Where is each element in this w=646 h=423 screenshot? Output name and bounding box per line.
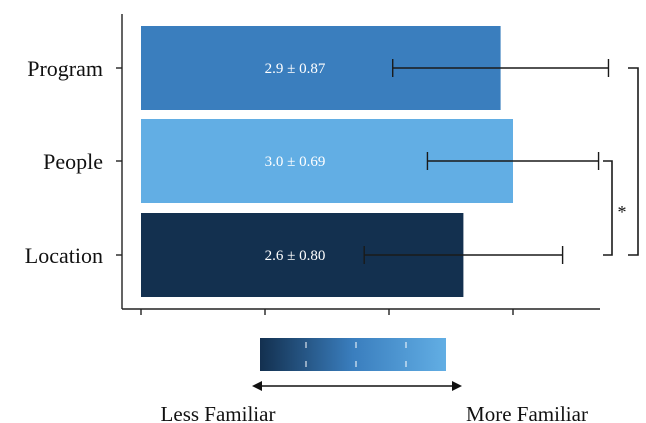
familiarity-legend: Less Familiar More Familiar — [161, 338, 588, 423]
arrow-left-icon — [252, 381, 262, 391]
legend-gradient-bar — [260, 338, 446, 371]
axes — [116, 14, 600, 315]
value-labels: 2.9 ± 0.87 3.0 ± 0.69 2.6 ± 0.80 — [265, 61, 326, 264]
bracket-program-location — [628, 67, 639, 256]
category-label-program: Program — [27, 56, 103, 81]
category-label-location: Location — [25, 243, 103, 268]
significance-marker: * — [618, 202, 627, 222]
arrow-right-icon — [452, 381, 462, 391]
category-label-people: People — [43, 149, 103, 174]
error-bars — [363, 59, 610, 264]
value-label-location: 2.6 ± 0.80 — [265, 248, 326, 264]
category-labels: Program People Location — [25, 56, 103, 268]
significance-brackets: * — [603, 67, 639, 256]
value-label-people: 3.0 ± 0.69 — [265, 154, 326, 170]
legend-high-label: More Familiar — [466, 402, 588, 423]
value-label-program: 2.9 ± 0.87 — [265, 61, 326, 77]
bracket-people-location — [603, 160, 613, 256]
legend-low-label: Less Familiar — [161, 402, 276, 423]
